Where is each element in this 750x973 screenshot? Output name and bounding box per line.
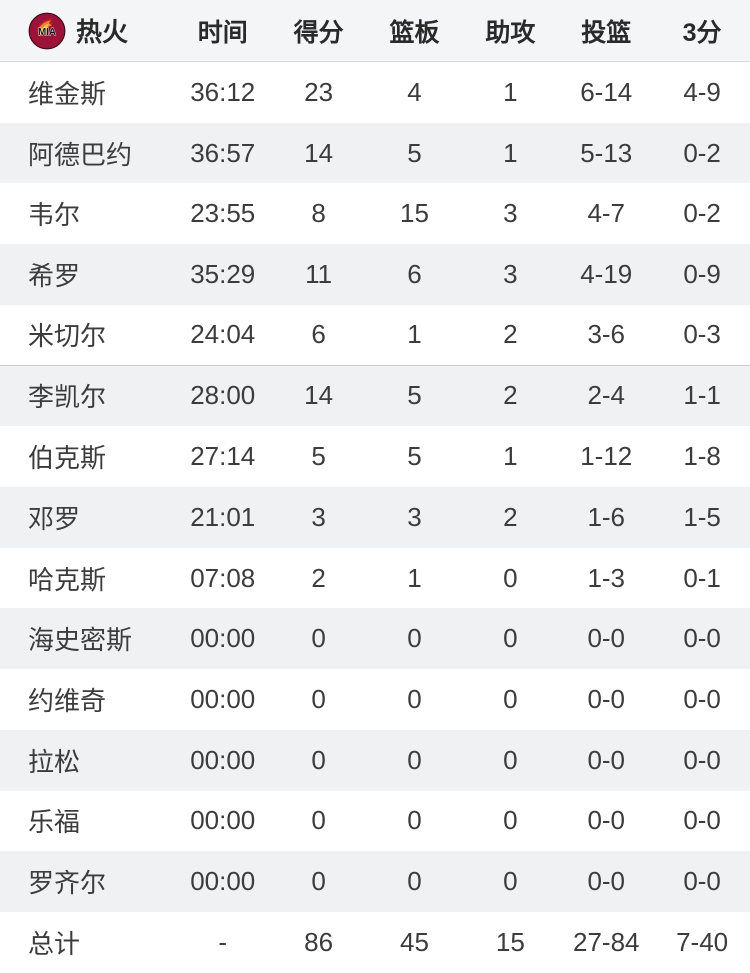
svg-text:MIA: MIA bbox=[38, 26, 56, 37]
